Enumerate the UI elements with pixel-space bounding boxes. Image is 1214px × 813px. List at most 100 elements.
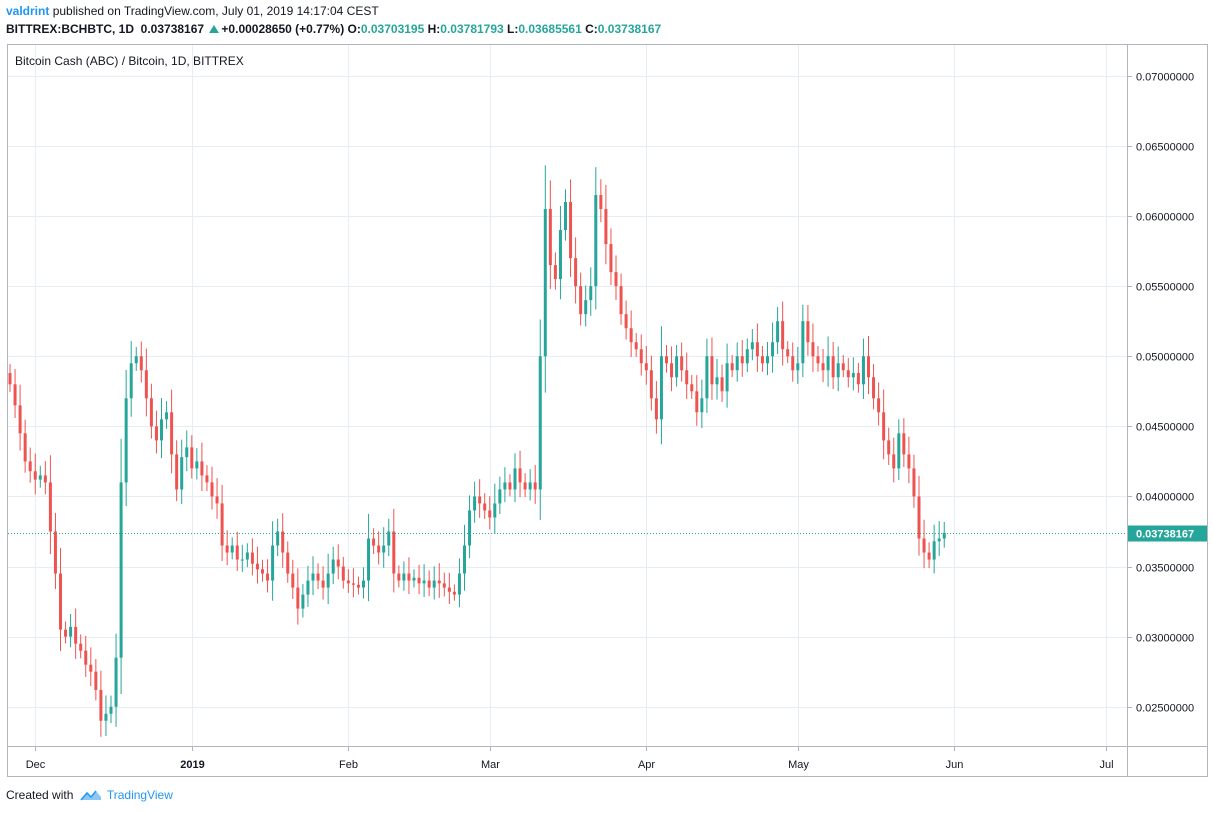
candle-body [109, 706, 113, 714]
close-value: 0.03738167 [597, 22, 662, 36]
candle-body [569, 202, 573, 259]
candle-body [23, 433, 27, 462]
candle-body [710, 356, 714, 385]
price-tick-label: 0.03000000 [1136, 633, 1194, 645]
time-tick-label: Apr [638, 759, 655, 771]
candle-body [59, 573, 62, 630]
candle-body [705, 356, 709, 399]
candle-body [831, 356, 835, 378]
candle-body [372, 538, 376, 546]
candle-body [255, 563, 259, 570]
candle-body [468, 510, 472, 546]
candle-body [574, 258, 578, 287]
candle-body [149, 398, 153, 427]
candle-body [250, 552, 254, 564]
candle-body [38, 475, 42, 480]
candle-body [781, 321, 785, 350]
candle-body [336, 559, 340, 567]
candle-body [225, 545, 229, 553]
candle-body [528, 482, 532, 490]
candle-body [740, 356, 744, 364]
candle-body [180, 457, 184, 490]
candle-body [139, 356, 143, 371]
candle-body [301, 594, 305, 609]
candle-body [89, 664, 93, 672]
candle-body [771, 342, 775, 357]
candle-body [629, 328, 633, 343]
last-price-label: 0.03738167 [1136, 529, 1194, 541]
author-name[interactable]: valdrint [6, 4, 50, 18]
candle-body [725, 363, 729, 392]
candle-body [846, 370, 850, 378]
candle-body [79, 643, 83, 651]
candle-body [271, 545, 275, 581]
candle-body [306, 580, 310, 595]
candle-body [144, 370, 148, 399]
candle-body [377, 545, 381, 553]
candle-body [932, 541, 936, 560]
candle-body [311, 573, 315, 581]
price-tick-label: 0.05000000 [1136, 352, 1194, 364]
candle-body [240, 559, 244, 561]
candle-body [942, 532, 946, 539]
candle-body [346, 580, 350, 584]
price-tick-label: 0.03500000 [1136, 563, 1194, 575]
candle-body [195, 461, 199, 469]
candle-body [185, 447, 189, 458]
candle-body [427, 580, 431, 588]
candle-body [730, 363, 734, 371]
candle-body [634, 342, 638, 350]
last-price: 0.03738167 [140, 22, 205, 36]
candle-body [402, 573, 406, 581]
candle-body [791, 356, 795, 371]
time-tick-label: Jul [1099, 759, 1113, 771]
candle-body [841, 363, 845, 371]
time-tick-label: Dec [26, 759, 46, 771]
candle-body [296, 587, 300, 609]
last-price-tag [1128, 525, 1207, 542]
candle-body [13, 384, 17, 406]
candle-body [861, 356, 865, 385]
candle-body [589, 286, 593, 301]
candle-body [463, 545, 466, 574]
time-tick-label: Jun [946, 759, 964, 771]
candle-body [407, 573, 411, 581]
candle-body [291, 573, 295, 588]
candle-body [316, 573, 320, 581]
candle-body [806, 321, 810, 343]
candle-body [579, 286, 583, 315]
price-tick-label: 0.06000000 [1136, 212, 1194, 224]
candle-body [821, 363, 825, 371]
candle-body [331, 559, 335, 574]
candle-body [43, 475, 47, 483]
time-tick-label: 2019 [180, 759, 204, 771]
candle-body [94, 671, 98, 690]
candle-body [170, 412, 174, 455]
candle-body [160, 419, 163, 441]
publish-info: valdrint published on TradingView.com, J… [6, 4, 379, 18]
candle-body [513, 468, 517, 490]
candle-body [200, 461, 204, 476]
candle-body [604, 209, 608, 245]
candle-body [715, 377, 719, 385]
open-label: O: [347, 22, 361, 36]
candle-body [907, 454, 911, 469]
candle-body [644, 363, 648, 371]
candle-body [912, 468, 916, 497]
candle-body [483, 503, 487, 511]
tradingview-link[interactable]: TradingView [106, 788, 173, 802]
candle-body [639, 349, 643, 364]
chart-legend: Bitcoin Cash (ABC) / Bitcoin, 1D, BITTRE… [15, 54, 244, 68]
candle-body [412, 577, 416, 581]
candle-body [104, 713, 108, 721]
candle-body [558, 230, 562, 280]
candle-body [286, 552, 290, 574]
candle-body [397, 573, 401, 581]
candle-body [220, 503, 224, 546]
candle-body [129, 363, 133, 399]
candle-body [750, 342, 754, 350]
candle-body [856, 373, 860, 385]
tradingview-logo-icon [80, 790, 101, 801]
candle-body [796, 363, 800, 371]
